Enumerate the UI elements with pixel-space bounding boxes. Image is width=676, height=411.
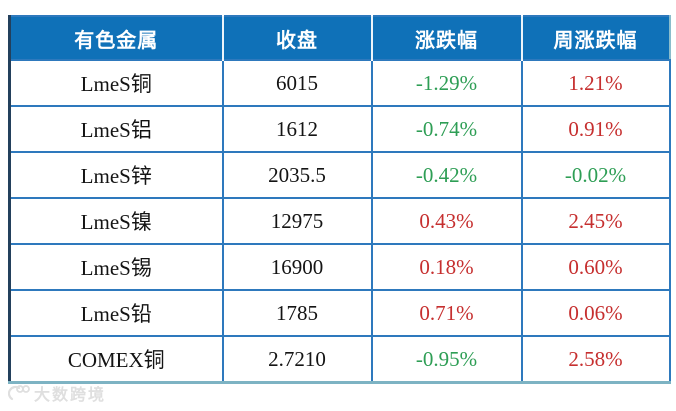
metal-name: LmeS锡 — [8, 243, 224, 291]
col-header-weekly-change: 周涨跌幅 — [520, 16, 670, 60]
metals-price-table: 有色金属 收盘 涨跌幅 周涨跌幅 LmeS铜 6015 -1.29% 1.21%… — [8, 15, 671, 384]
table-row: COMEX铜 2.7210 -0.95% 2.58% — [8, 335, 671, 384]
change-value: 0.18% — [370, 243, 523, 291]
metal-name: LmeS铝 — [8, 105, 224, 153]
metal-name: LmeS锌 — [8, 151, 224, 199]
metal-name: COMEX铜 — [8, 335, 224, 384]
weekly-change-value: -0.02% — [520, 151, 671, 199]
table-row: LmeS铅 1785 0.71% 0.06% — [8, 289, 671, 337]
change-value: 0.43% — [370, 197, 523, 245]
header-row: 有色金属 收盘 涨跌幅 周涨跌幅 — [9, 16, 670, 60]
close-value: 12975 — [221, 197, 373, 245]
watermark: 大数跨境 — [8, 381, 106, 405]
col-header-metal: 有色金属 — [9, 16, 223, 60]
weekly-change-value: 2.58% — [520, 335, 671, 384]
metal-name: LmeS镍 — [8, 197, 224, 245]
weekly-change-value: 0.91% — [520, 105, 671, 153]
table-row: LmeS铝 1612 -0.74% 0.91% — [8, 105, 671, 153]
weekly-change-value: 0.60% — [520, 243, 671, 291]
close-value: 2.7210 — [221, 335, 373, 384]
close-value: 1785 — [221, 289, 373, 337]
weekly-change-value: 0.06% — [520, 289, 671, 337]
watermark-text: 大数跨境 — [34, 387, 107, 404]
col-header-close: 收盘 — [221, 16, 372, 60]
metal-name: LmeS铅 — [8, 289, 224, 337]
change-value: -0.95% — [370, 335, 523, 384]
table-row: LmeS铜 6015 -1.29% 1.21% — [8, 59, 671, 107]
dashu-logo-icon — [8, 384, 30, 402]
close-value: 16900 — [221, 243, 373, 291]
close-value: 2035.5 — [221, 151, 373, 199]
weekly-change-value: 1.21% — [520, 59, 671, 107]
weekly-change-value: 2.45% — [520, 197, 671, 245]
table-row: LmeS镍 12975 0.43% 2.45% — [8, 197, 671, 245]
metal-name: LmeS铜 — [8, 59, 224, 107]
table-row: LmeS锌 2035.5 -0.42% -0.02% — [8, 151, 671, 199]
col-header-change: 涨跌幅 — [370, 16, 522, 60]
change-value: -0.42% — [370, 151, 523, 199]
change-value: -0.74% — [370, 105, 523, 153]
change-value: -1.29% — [370, 59, 523, 107]
close-value: 1612 — [221, 105, 373, 153]
change-value: 0.71% — [370, 289, 523, 337]
close-value: 6015 — [221, 59, 373, 107]
table-row: LmeS锡 16900 0.18% 0.60% — [8, 243, 671, 291]
